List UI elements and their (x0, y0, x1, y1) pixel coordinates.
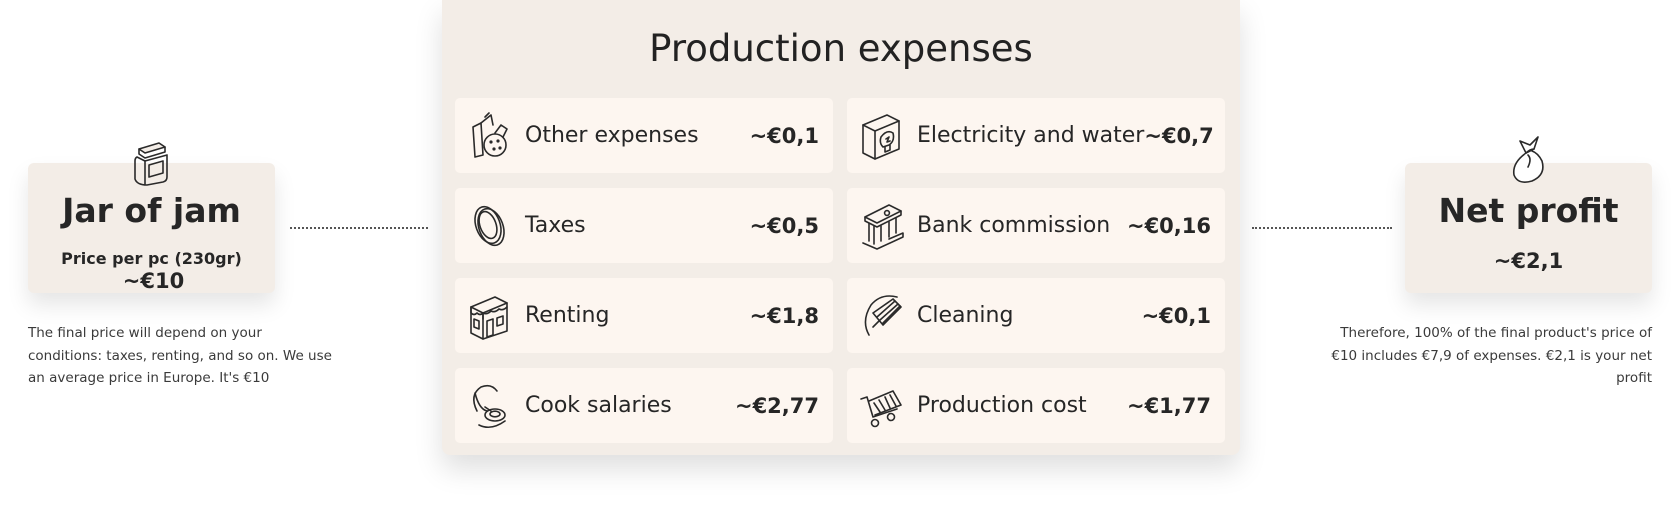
broom-icon (864, 294, 902, 336)
expense-amount: ~€0,5 (749, 213, 819, 238)
ladle-icon (473, 384, 506, 428)
expense-amount: ~€0,1 (1141, 303, 1211, 328)
jar-note: The final price will depend on your cond… (28, 325, 332, 386)
connector-left (290, 227, 428, 229)
expenses-title: Production expenses (649, 27, 1033, 70)
expense-amount: ~€0,1 (749, 123, 819, 148)
expenses-panel: Production expenses Other expenses ~€0,1… (442, 0, 1240, 455)
cookie-bag-icon (472, 111, 508, 158)
jar-price-value: ~€10 (122, 269, 185, 293)
expense-item-other: Other expenses ~€0,1 (455, 98, 833, 173)
shop-icon (470, 295, 508, 340)
cart-icon (860, 389, 902, 427)
expense-label: Other expenses (525, 123, 699, 148)
expense-item-taxes: Taxes ~€0,5 (455, 188, 833, 263)
expense-label: Production cost (917, 393, 1087, 418)
expense-item-cook-salaries: Cook salaries ~€2,77 (455, 368, 833, 443)
profit-note: Therefore, 100% of the final product's p… (1331, 325, 1652, 386)
profit-title: Net profit (1438, 191, 1619, 230)
expense-item-renting: Renting ~€1,8 (455, 278, 833, 353)
jar-price-row: Price per pc (230gr) ~€10 (28, 249, 275, 293)
expense-amount: ~€0,16 (1126, 213, 1211, 238)
coin-icon (474, 205, 505, 246)
expense-label: Electricity and water (917, 123, 1145, 148)
jar-title: Jar of jam (62, 191, 241, 230)
bulb-icon (862, 113, 900, 160)
expense-label: Bank commission (917, 213, 1111, 238)
expense-label: Cook salaries (525, 393, 672, 418)
expense-label: Renting (525, 303, 610, 328)
expense-amount: ~€0,7 (1144, 123, 1214, 148)
expense-item-cleaning: Cleaning ~€0,1 (847, 278, 1225, 353)
expense-amount: ~€1,8 (749, 303, 819, 328)
expense-label: Cleaning (917, 303, 1014, 328)
expense-amount: ~€1,77 (1126, 393, 1211, 418)
expense-item-production-cost: Production cost ~€1,77 (847, 368, 1225, 443)
jar-icon (134, 142, 168, 186)
profit-card: Net profit ~€2,1 (1405, 163, 1652, 293)
connector-right (1252, 227, 1392, 229)
profit-value: ~€2,1 (1493, 249, 1564, 273)
jar-price-label: Price per pc (230gr) (61, 249, 242, 268)
expense-item-bank: Bank commission ~€0,16 (847, 188, 1225, 263)
bank-icon (862, 203, 904, 250)
expense-amount: ~€2,77 (734, 393, 819, 418)
expense-item-electricity: Electricity and water ~€0,7 (847, 98, 1225, 173)
money-bag-icon (1512, 136, 1544, 183)
expense-label: Taxes (525, 213, 586, 238)
